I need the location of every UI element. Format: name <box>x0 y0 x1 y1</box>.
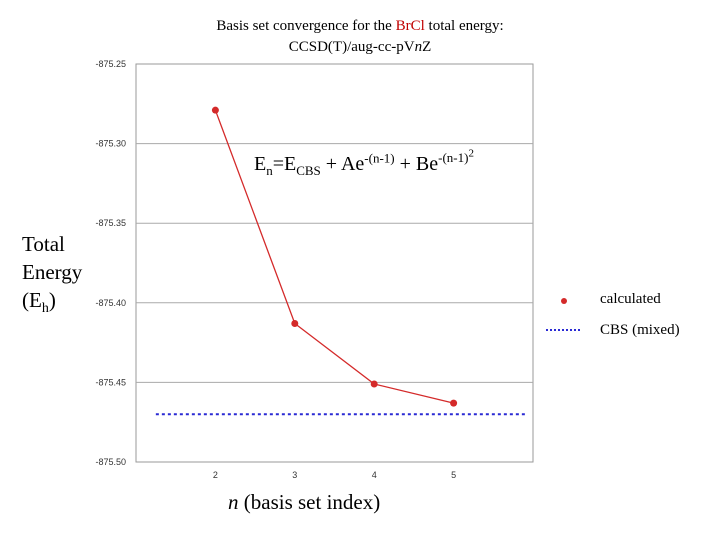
legend-calculated-marker <box>561 298 567 304</box>
energy-chart: -875.25 -875.30 -875.35 -875.40 -875.45 -875.… <box>0 0 720 540</box>
y-tick-label: -875.30 <box>95 139 126 149</box>
calculated-data-point <box>450 400 457 407</box>
y-tick-label: -875.50 <box>95 457 126 467</box>
fit-formula: En=ECBS + Ae-(n-1) + Be-(n-1)2 <box>254 148 474 179</box>
y-tick-label: -875.25 <box>95 59 126 69</box>
calculated-data-point <box>291 320 298 327</box>
calculated-data-point <box>212 107 219 114</box>
legend-calculated-label: calculated <box>600 291 661 308</box>
calculated-data-point <box>371 380 378 387</box>
x-tick-label: 4 <box>372 470 377 480</box>
x-tick-label: 3 <box>292 470 297 480</box>
y-tick-label: -875.40 <box>95 298 126 308</box>
y-tick-label: -875.35 <box>95 218 126 228</box>
y-axis-title: Total Energy (Eh) <box>22 230 82 323</box>
x-tick-label: 5 <box>451 470 456 480</box>
x-tick-label: 2 <box>213 470 218 480</box>
x-axis-title: n (basis set index) <box>228 490 380 515</box>
plot-area <box>136 64 533 462</box>
legend-cbs-label: CBS (mixed) <box>600 322 680 339</box>
y-tick-label: -875.45 <box>95 377 126 387</box>
